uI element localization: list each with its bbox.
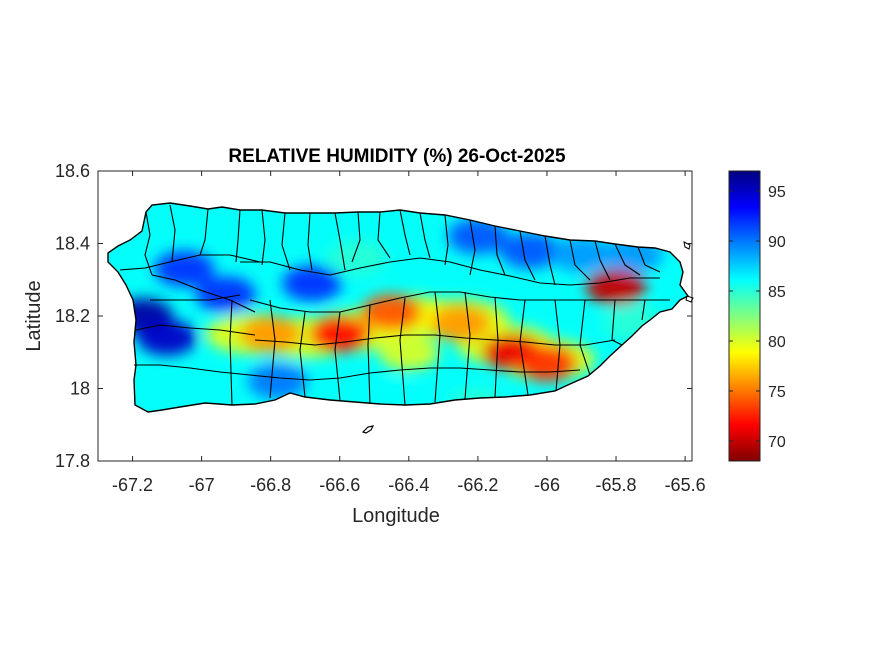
municipality-border: [351, 211, 361, 263]
municipality-border: [229, 299, 233, 406]
island-outline: [107, 202, 690, 413]
municipality-border: [434, 291, 441, 403]
municipality-border: [150, 294, 241, 301]
municipality-border: [144, 211, 153, 276]
y-axis-label: Latitude: [23, 280, 45, 351]
municipality-border: [494, 296, 499, 398]
municipality-border: [254, 334, 616, 346]
humidity-cell: [154, 250, 215, 287]
colorbar-tick-label: 70: [768, 434, 786, 451]
municipality-border: [377, 211, 391, 259]
municipality-border: [399, 297, 406, 406]
chart-title: RELATIVE HUMIDITY (%) 26-Oct-2025: [228, 146, 566, 167]
humidity-cell: [430, 305, 491, 342]
colorbar-tick-label: 85: [768, 284, 786, 301]
municipality-border: [249, 291, 670, 313]
municipality-border: [169, 204, 176, 263]
municipality-border: [519, 299, 529, 396]
municipality-border: [261, 209, 266, 266]
x-tick-label: -67.2: [112, 475, 153, 495]
municipality-border: [399, 209, 411, 256]
humidity-cell: [195, 276, 256, 313]
municipality-border: [569, 239, 591, 281]
municipality-border: [419, 212, 431, 259]
x-tick-label: -66.2: [457, 475, 498, 495]
humidity-cell: [327, 240, 388, 276]
cayo-islet-east-2: [685, 295, 694, 303]
colorbar: [728, 170, 761, 462]
municipality-border: [240, 257, 660, 286]
municipality-border: [119, 254, 261, 271]
colorbar-ticks: 70 75 80 85 90 95: [729, 184, 786, 451]
municipality-border: [579, 299, 591, 376]
municipality-border: [554, 299, 561, 392]
y-tick-label: 18.6: [55, 161, 90, 181]
colorbar-tick-label: 75: [768, 384, 786, 401]
colorbar-tick-label: 95: [768, 184, 786, 201]
x-tick-label: -66.8: [250, 475, 291, 495]
municipality-border: [594, 240, 611, 281]
municipality-borders: [119, 204, 670, 406]
colorbar-tick-label: 80: [768, 334, 786, 351]
humidity-cell: [378, 334, 439, 371]
x-tick-label: -66: [534, 475, 560, 495]
humidity-cell: [516, 345, 577, 382]
humidity-cell: [447, 218, 508, 255]
x-axis: -67.2 -67 -66.8 -66.6 -66.4 -66.2 -66 -65.8 -65.…: [112, 171, 706, 495]
municipality-border: [611, 299, 623, 346]
municipality-border: [151, 274, 256, 313]
municipality-border: [544, 235, 556, 286]
caja-de-muertos-island: [361, 425, 375, 434]
x-tick-label: -66.4: [388, 475, 429, 495]
municipality-border: [519, 230, 536, 281]
municipality-border: [334, 212, 346, 271]
x-tick-label: -65.8: [596, 475, 637, 495]
humidity-cell: [247, 363, 308, 400]
municipality-border: [134, 364, 251, 376]
y-tick-label: 17.8: [55, 451, 90, 471]
municipality-border: [444, 214, 449, 266]
municipality-border: [235, 209, 241, 263]
municipality-border: [469, 219, 476, 276]
municipality-border: [367, 304, 371, 405]
y-tick-label: 18.4: [55, 234, 90, 254]
humidity-cell: [309, 316, 370, 353]
municipality-border: [334, 311, 341, 401]
humidity-cell: [282, 265, 343, 302]
municipality-border: [299, 311, 306, 398]
municipality-border: [614, 243, 641, 276]
x-tick-label: -65.6: [665, 475, 706, 495]
municipality-border: [269, 299, 276, 399]
municipality-border: [637, 246, 661, 273]
municipality-border: [281, 212, 291, 271]
y-axis: 17.8 18 18.2 18.4 18.6: [55, 161, 692, 471]
colorbar-tick-label: 90: [768, 234, 786, 251]
municipality-border: [464, 291, 471, 400]
municipality-border: [199, 208, 209, 256]
x-axis-label: Longitude: [352, 505, 440, 527]
municipality-border: [641, 299, 646, 321]
municipality-border: [307, 212, 313, 271]
x-tick-label: -66.6: [319, 475, 360, 495]
x-tick-label: -67: [189, 475, 215, 495]
municipality-border: [135, 324, 256, 336]
humidity-cell: [240, 316, 301, 353]
y-tick-label: 18.2: [55, 306, 90, 326]
y-tick-label: 18: [70, 379, 90, 399]
humidity-cell: [137, 319, 198, 356]
municipality-border: [494, 225, 506, 276]
humidity-cell: [499, 232, 560, 269]
